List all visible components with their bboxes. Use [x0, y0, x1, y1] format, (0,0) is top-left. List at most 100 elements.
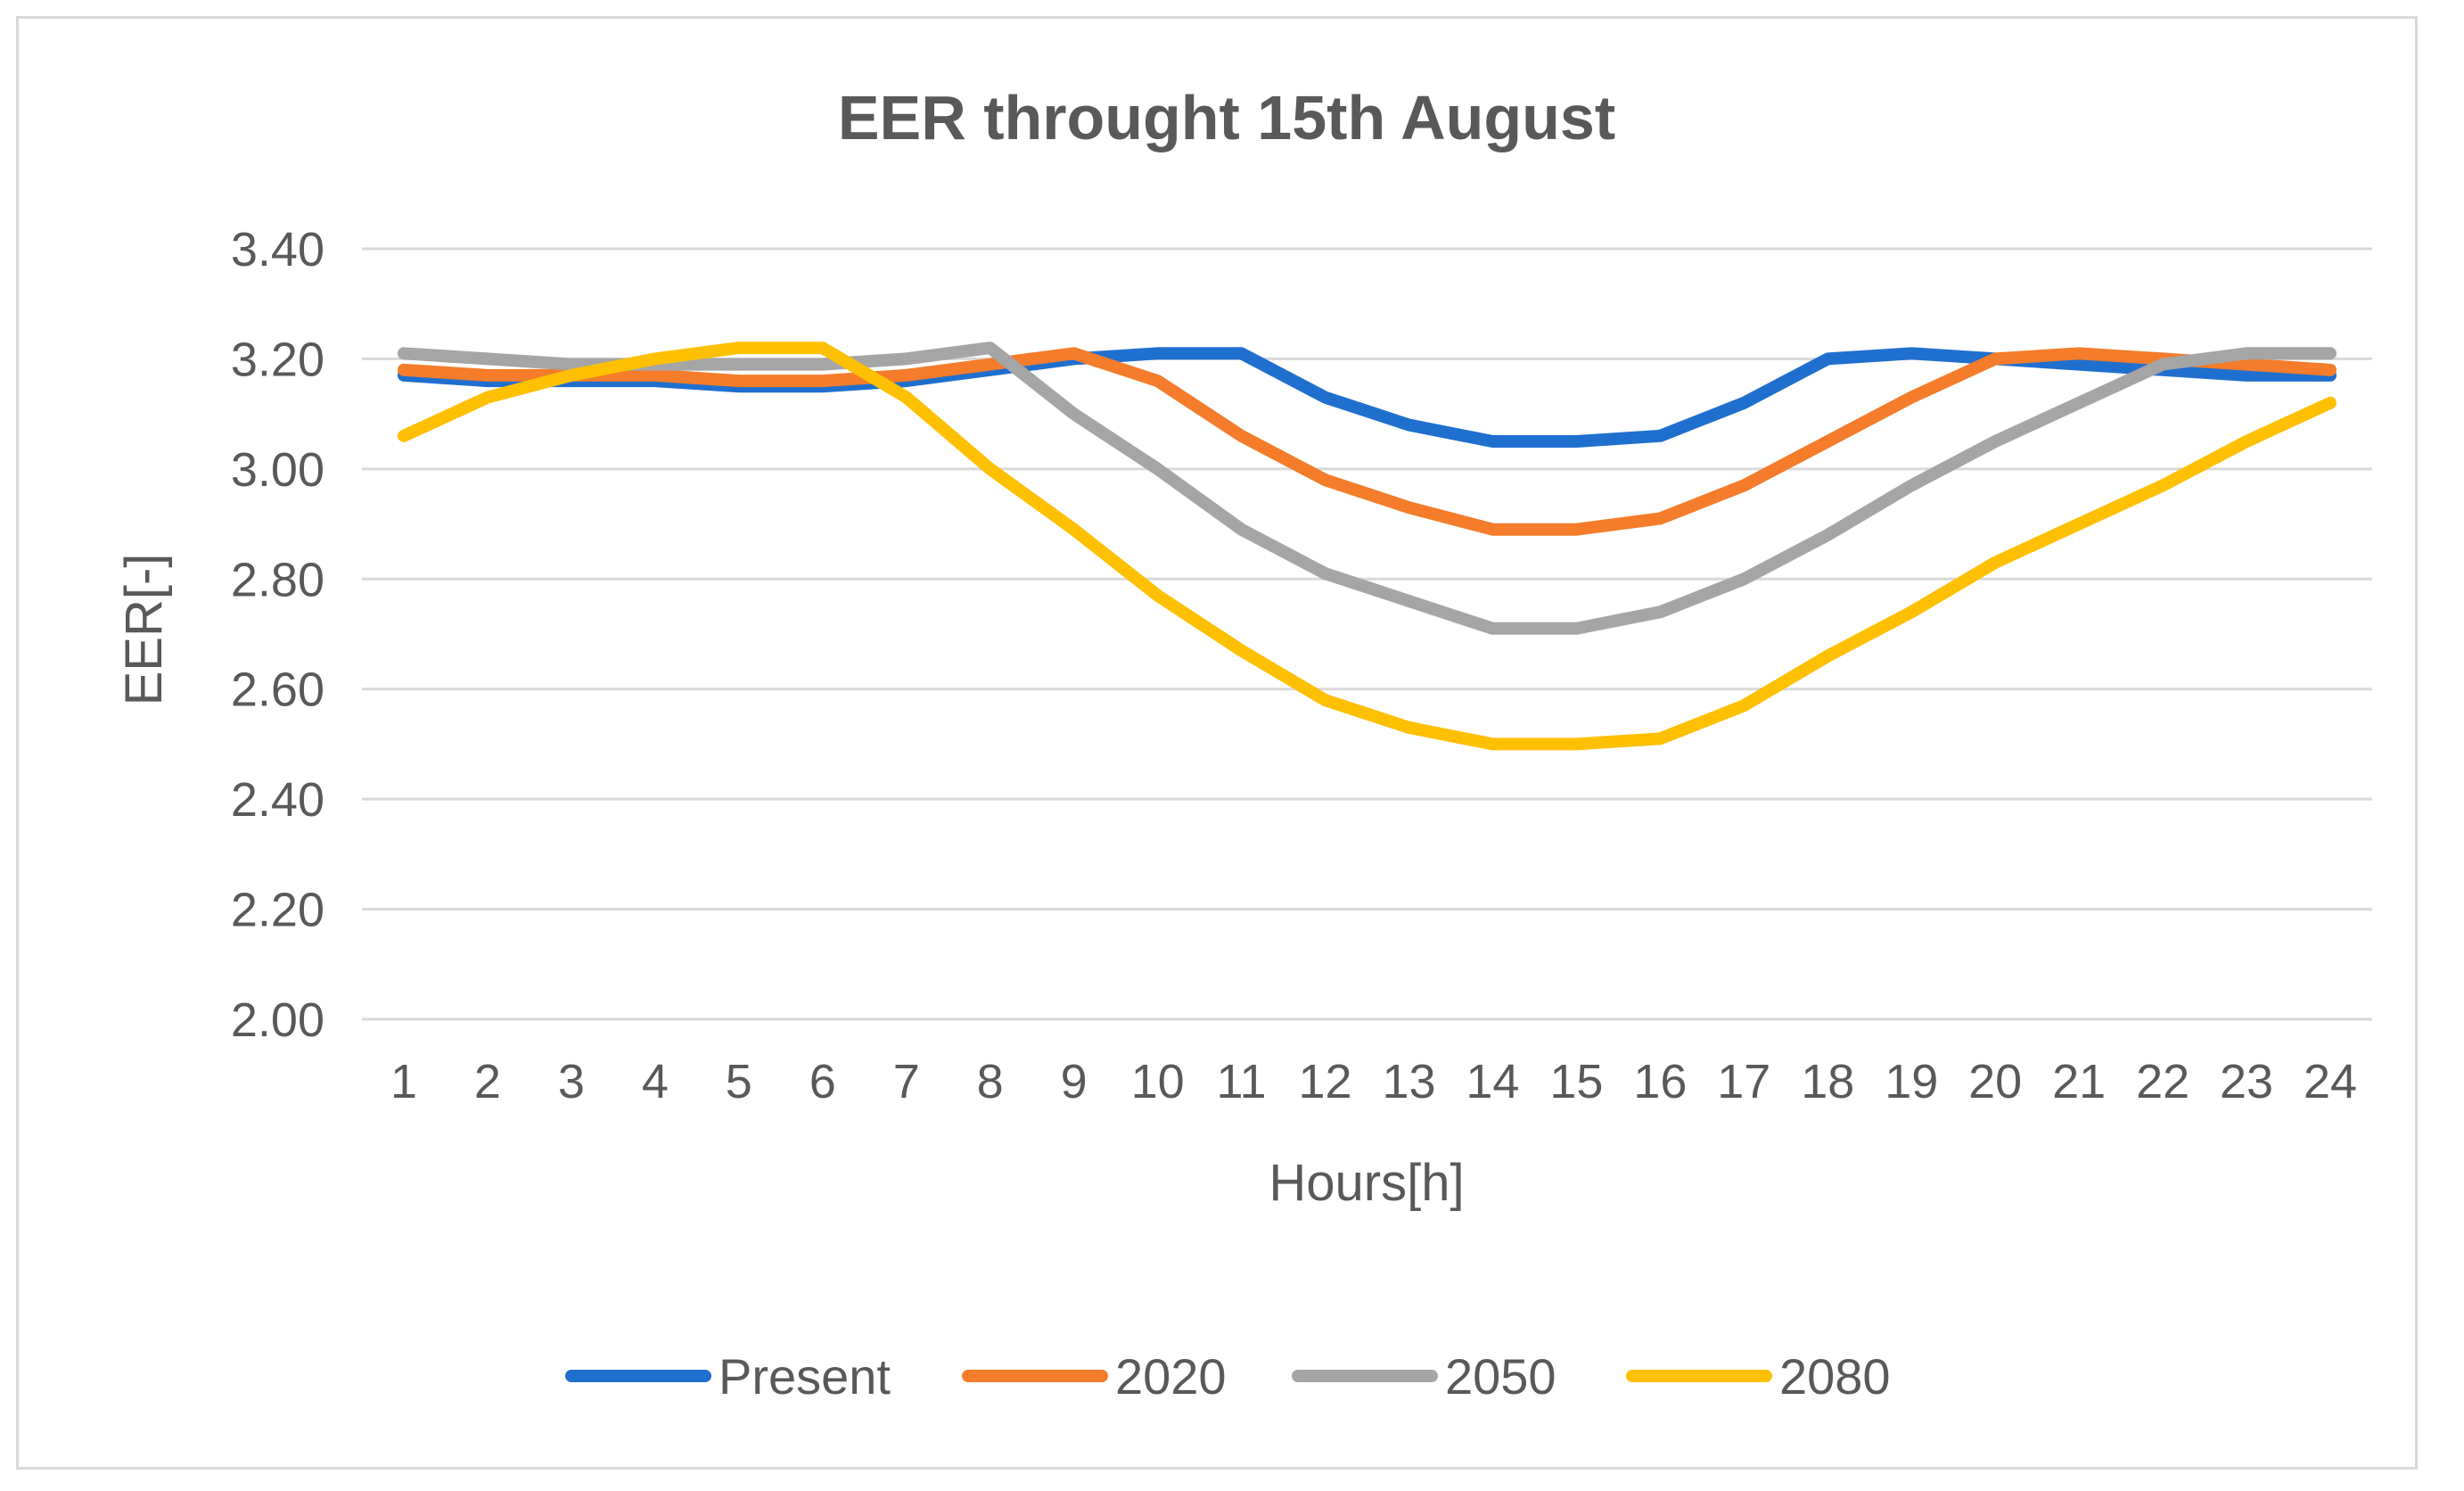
x-tick-label: 20 [1968, 1055, 2022, 1108]
data-point [487, 358, 489, 359]
y-axis-title: EER[-] [115, 554, 173, 706]
data-point [1325, 573, 1326, 574]
data-point [1073, 413, 1075, 415]
data-point [2078, 523, 2080, 525]
data-point [1325, 397, 1326, 399]
data-point [1491, 529, 1493, 531]
data-point [2078, 364, 2080, 366]
x-tick-label: 23 [2220, 1055, 2273, 1108]
data-point [738, 347, 740, 349]
y-tick-label: 2.80 [231, 553, 324, 606]
x-tick-label: 9 [1061, 1055, 1088, 1108]
data-point [1827, 655, 1828, 657]
data-point [1827, 358, 1828, 359]
x-tick-label: 24 [2304, 1055, 2357, 1108]
data-point [1157, 468, 1159, 470]
data-point [1575, 441, 1577, 442]
data-point [1743, 402, 1745, 404]
chart-frame: EER throught 15th August 2.00 2.20 2.40 2.6… [16, 16, 2418, 1470]
x-tick-label: 1 [390, 1055, 417, 1108]
data-point [2246, 441, 2247, 442]
data-point [2329, 402, 2331, 404]
data-point [822, 347, 824, 349]
x-tick-label: 6 [809, 1055, 836, 1108]
data-point [1994, 441, 1996, 442]
legend-label-2080: 2080 [1779, 1348, 1891, 1405]
data-point [1073, 529, 1075, 531]
data-point [2078, 352, 2080, 354]
series-line-2080 [398, 342, 2337, 751]
data-point [1659, 611, 1661, 613]
data-point [1325, 479, 1326, 481]
legend-label-present: Present [719, 1348, 891, 1405]
legend-label-2050: 2050 [1445, 1348, 1556, 1405]
series-line-2020 [398, 347, 2337, 536]
data-point [1575, 529, 1577, 531]
y-tick-label: 3.40 [231, 223, 324, 276]
data-point [2246, 364, 2247, 366]
y-tick-label: 2.20 [231, 884, 324, 937]
data-point [1827, 534, 1828, 536]
data-point [1910, 397, 1912, 399]
data-point [1910, 352, 1912, 354]
data-point [2162, 364, 2164, 366]
x-tick-label: 21 [2052, 1055, 2106, 1108]
data-point [1910, 484, 1912, 486]
data-point [1994, 562, 1996, 564]
data-point [1659, 517, 1661, 519]
y-tick-label: 3.20 [231, 333, 324, 386]
legend: Present 2020 2050 2080 [565, 1348, 1891, 1405]
x-tick-label: 2 [474, 1055, 501, 1108]
x-tick-label: 11 [1217, 1055, 1267, 1108]
y-tick-label: 2.40 [231, 773, 324, 827]
line-chart: EER throught 15th August 2.00 2.20 2.40 2.6… [115, 83, 2372, 1405]
data-point [2329, 352, 2331, 354]
data-point [403, 352, 405, 354]
x-tick-label: 19 [1885, 1055, 1938, 1108]
data-point [2162, 484, 2164, 486]
data-point [487, 397, 489, 399]
chart-title: EER throught 15th August [838, 83, 1615, 152]
x-tick-label: 22 [2136, 1055, 2189, 1108]
data-point [1575, 628, 1577, 630]
data-point [654, 358, 656, 359]
data-point [1241, 352, 1243, 354]
data-point [1241, 650, 1243, 652]
data-point [1743, 704, 1745, 706]
data-point [822, 364, 824, 366]
y-tick-label: 2.60 [231, 663, 324, 717]
y-tick-label: 3.00 [231, 443, 324, 497]
series-line-2050 [398, 342, 2337, 635]
data-point [1910, 611, 1912, 613]
data-point [1241, 435, 1243, 437]
x-tick-label: 14 [1466, 1055, 1519, 1108]
legend-label-2020: 2020 [1115, 1348, 1227, 1405]
x-tick-label: 13 [1382, 1055, 1435, 1108]
data-point [1743, 484, 1745, 486]
data-point [1575, 743, 1577, 745]
data-point [1994, 358, 1996, 359]
data-point [1241, 529, 1243, 531]
x-tick-label: 10 [1131, 1055, 1185, 1108]
data-point [2329, 369, 2331, 371]
x-tick-label: 4 [642, 1055, 669, 1108]
y-axis-ticks: 2.00 2.20 2.40 2.60 2.80 3.00 3.20 3.40 [231, 223, 324, 1047]
data-point [403, 435, 405, 437]
data-point [1491, 743, 1493, 745]
data-point [1325, 699, 1326, 701]
data-point [1659, 435, 1661, 437]
data-point [1157, 380, 1159, 382]
data-point [1491, 628, 1493, 630]
x-tick-label: 8 [977, 1055, 1004, 1108]
data-point [1073, 352, 1075, 354]
data-point [906, 397, 908, 399]
data-point [2078, 402, 2080, 404]
y-tick-label: 2.00 [231, 993, 324, 1047]
data-point [906, 358, 908, 359]
x-tick-label: 15 [1549, 1055, 1603, 1108]
x-tick-label: 12 [1298, 1055, 1351, 1108]
data-point [1743, 578, 1745, 580]
data-point [1827, 441, 1828, 442]
data-point [2246, 352, 2247, 354]
series-lines [398, 342, 2337, 751]
